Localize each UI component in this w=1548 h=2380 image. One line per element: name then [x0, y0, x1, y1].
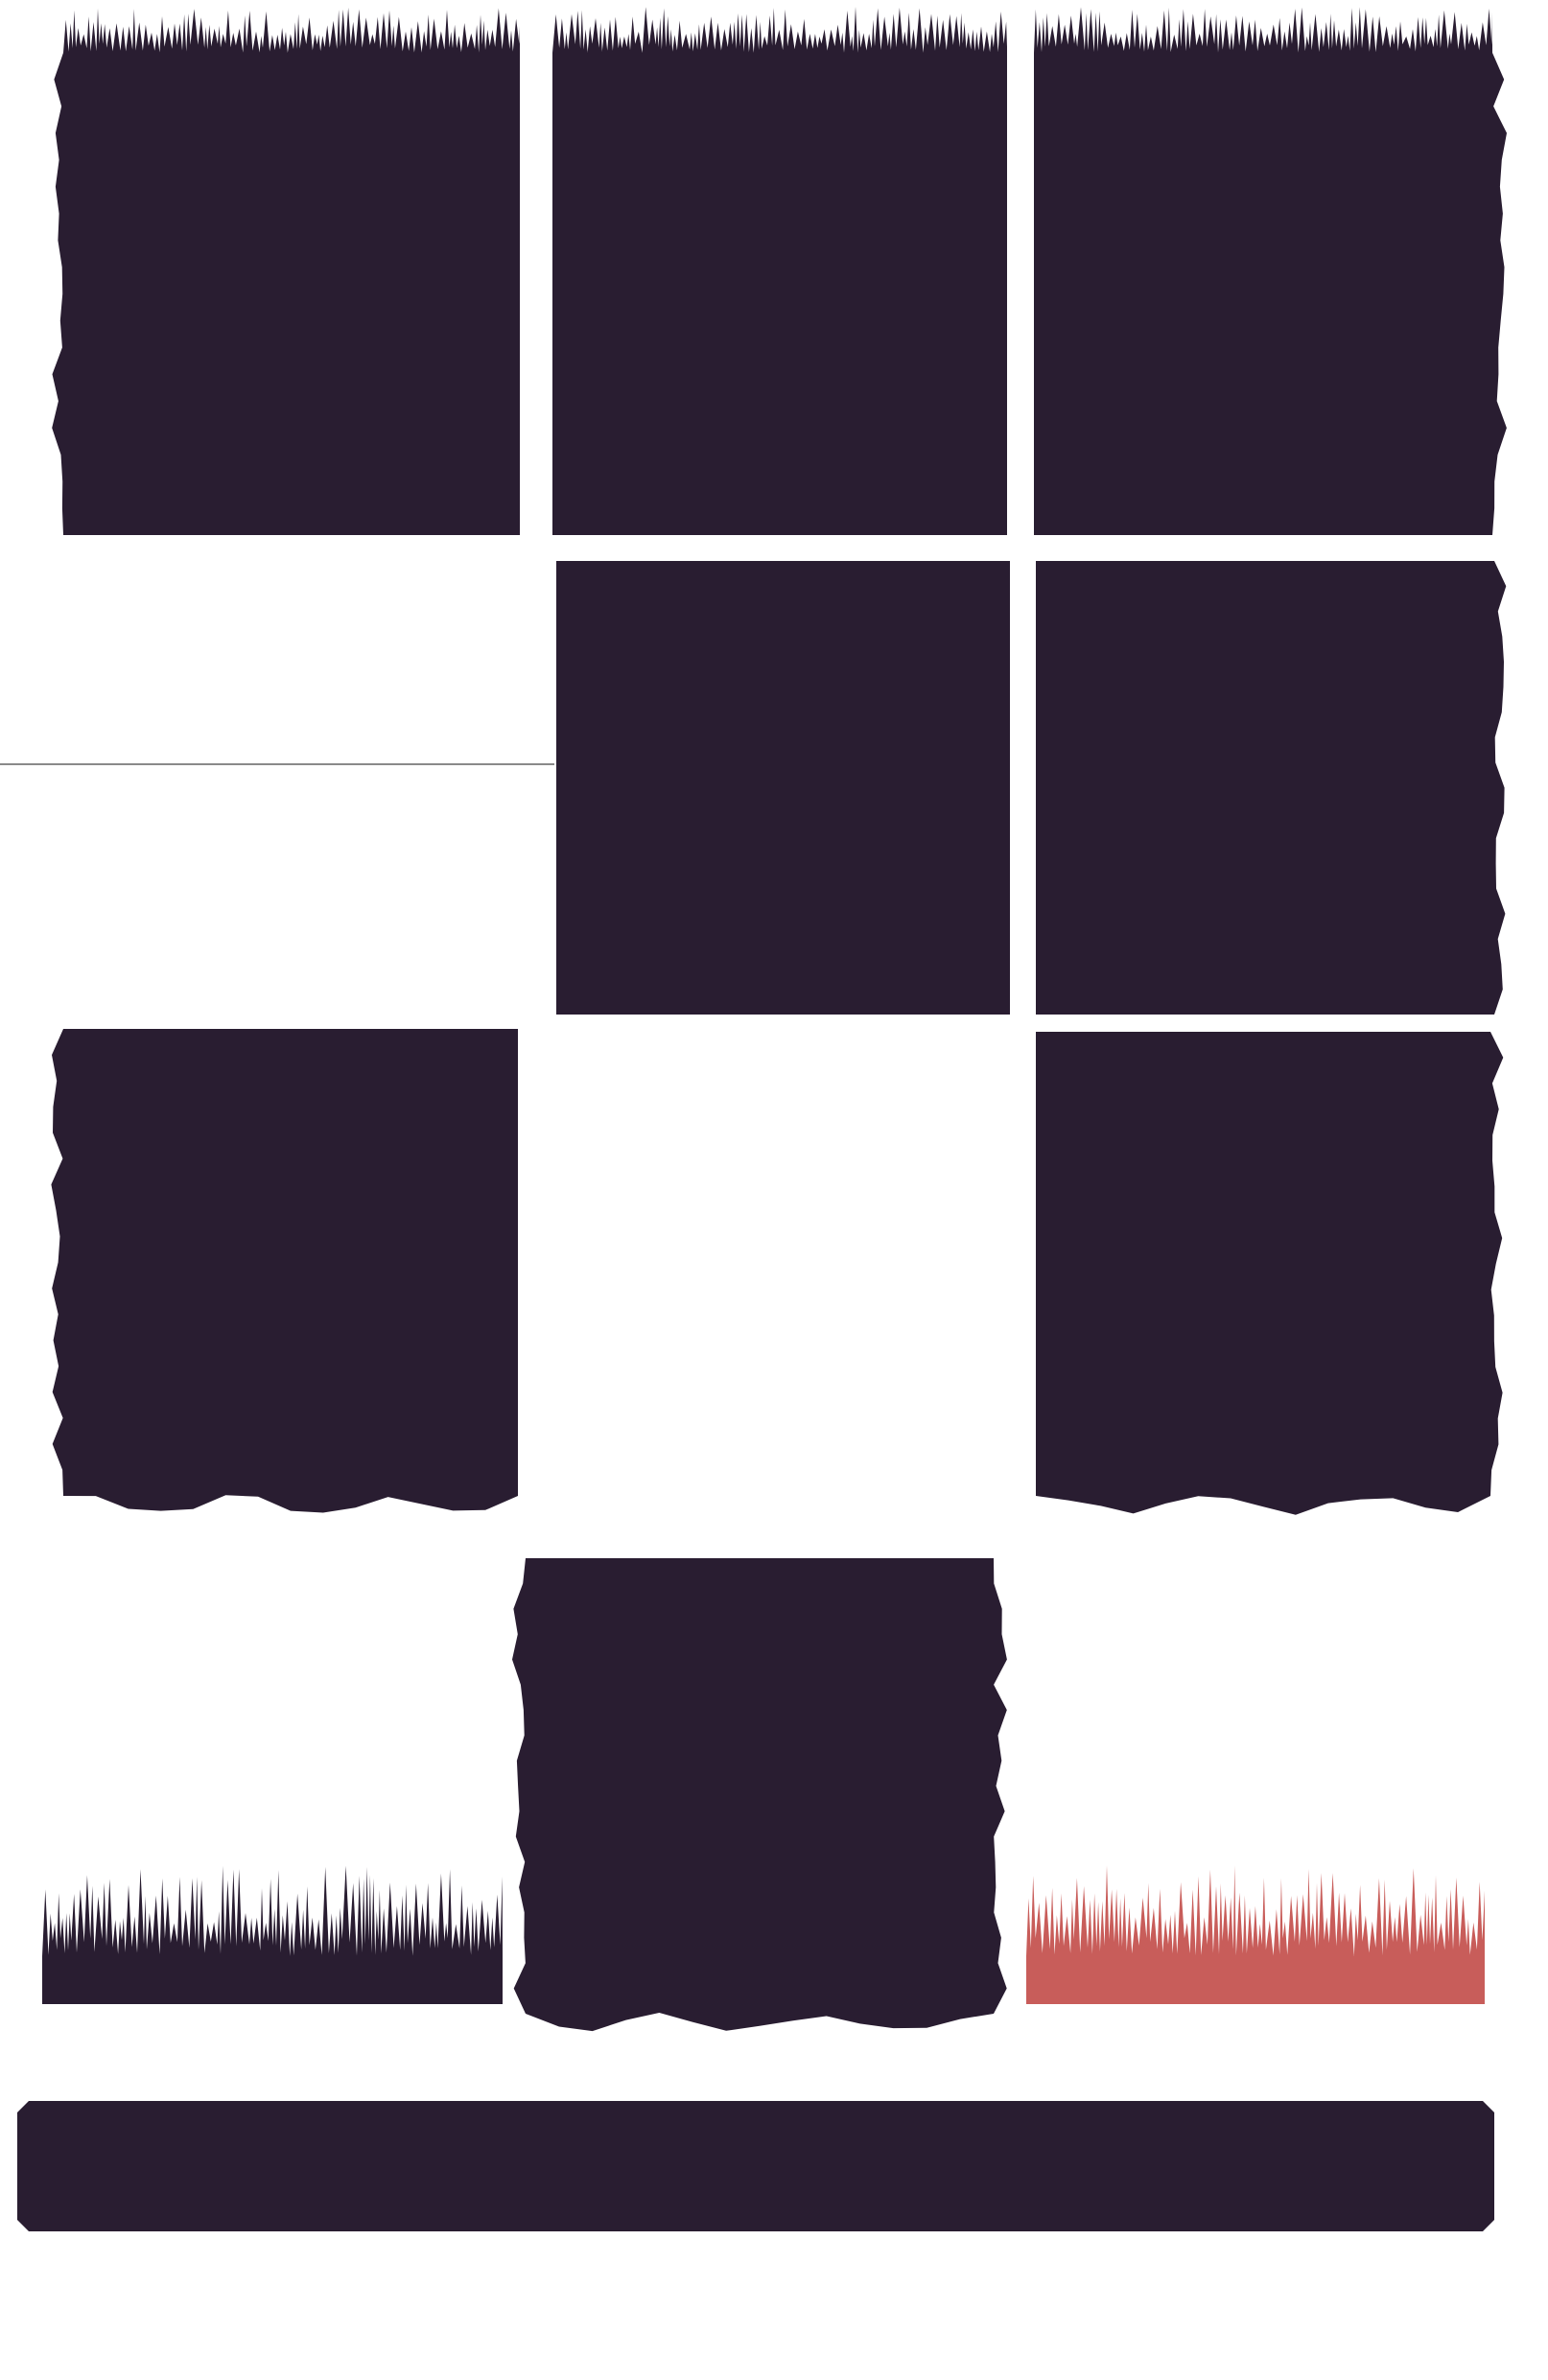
- tile-fill-center: [556, 561, 1010, 1015]
- tile-grass-top-middle: [552, 7, 1007, 535]
- tiles-layer: [17, 7, 1507, 2231]
- grass-strip-dark: [42, 1865, 503, 2004]
- tile-bottom-right: [1036, 1032, 1504, 1515]
- tile-bottom-left: [51, 1029, 519, 1513]
- tile-fill-right-edge: [1036, 561, 1507, 1015]
- tile-pillar: [512, 1558, 1007, 2032]
- tile-grass-top-right: [1034, 7, 1507, 535]
- grass-strip-red: [1026, 1865, 1485, 2004]
- platform-bar: [17, 2101, 1494, 2231]
- tile-grass-top-left: [52, 8, 520, 535]
